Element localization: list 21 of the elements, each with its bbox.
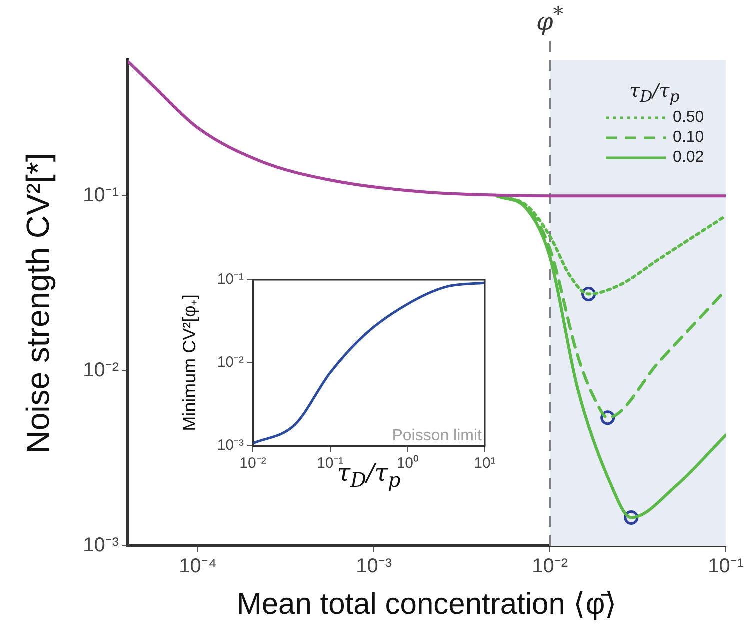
x-tick-label: 10⁻² <box>532 556 568 578</box>
y-axis-title: Minimum CV²[φ₊] <box>178 294 200 432</box>
y-axis-title: Noise strength CV²[*] <box>20 152 57 454</box>
y-tick-label: 10⁻¹ <box>217 271 244 288</box>
y-tick-label: 10⁻¹ <box>83 184 120 207</box>
ref-line-label: φ$^{*}$ <box>536 2 564 36</box>
x-tick-label: 10⁻⁴ <box>179 556 217 578</box>
y-tick-label: 10⁻³ <box>217 437 244 454</box>
x-tick-label: 10⁻² <box>240 455 266 472</box>
legend-label: 0.50 <box>673 108 704 127</box>
legend-label: 0.02 <box>673 148 704 167</box>
legend-label: 0.10 <box>673 128 704 147</box>
x-axis-title: Mean total concentration ⟨φ̄⟩ <box>236 588 618 621</box>
y-tick-label: 10⁻² <box>217 354 244 372</box>
y-tick-label: 10⁻² <box>83 360 120 382</box>
legend-title: τ$_{D}$/τ$_{p}$ <box>628 80 681 106</box>
annotation: Poisson limit <box>392 427 483 444</box>
x-tick-label: 10⁻³ <box>356 556 392 578</box>
x-tick-label: 10⁻¹ <box>708 556 744 578</box>
y-tick-label: 10⁻³ <box>83 534 120 557</box>
x-tick-label: 10¹ <box>474 455 496 472</box>
